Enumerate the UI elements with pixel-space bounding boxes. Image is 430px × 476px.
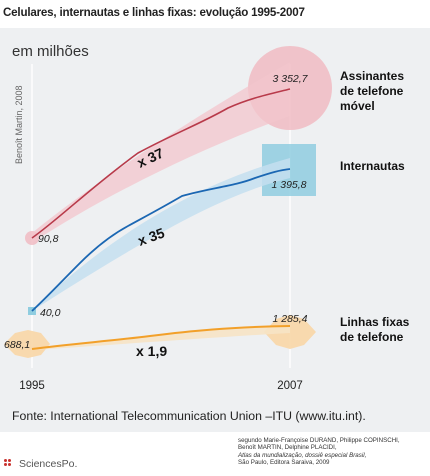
fixed-legend-line-1: Linhas fixas xyxy=(340,315,410,329)
credit-line-2: Benoît MARTIN, Delphine PLACIDI, xyxy=(238,444,337,452)
chart-panel: em milhões Benoît Martin, 2008 90,8 3 35… xyxy=(0,28,430,432)
unit-label: em milhões xyxy=(12,43,89,60)
internet-legend: Internautas xyxy=(340,159,405,173)
logo-text: SciencesPo. xyxy=(19,458,78,470)
mobile-growth-band xyxy=(32,62,290,243)
internet-growth-band xyxy=(32,158,290,311)
mobile-legend-line-2: de telefone xyxy=(340,84,404,98)
chart-title: Celulares, internautas e linhas fixas: e… xyxy=(3,6,305,19)
credit-line-4: São Paulo, Editora Saraiva, 2009 xyxy=(238,459,330,467)
mobile-legend-line-3: móvel xyxy=(340,99,375,113)
vertical-credit: Benoît Martin, 2008 xyxy=(14,85,24,164)
x-tick-2007: 2007 xyxy=(277,380,303,392)
internet-line xyxy=(31,168,291,312)
credit-line-1: segundo Marie-Françoise DURAND, Philippe… xyxy=(238,437,400,444)
fixed-end-label: 1 285,4 xyxy=(272,313,307,325)
credit-line-3: Atlas da mundialização, dossiê especial … xyxy=(238,451,367,459)
mobile-legend: Assinantes de telefone móvel xyxy=(340,69,407,113)
mobile-start-label: 90,8 xyxy=(38,233,59,245)
x-tick-1995: 1995 xyxy=(19,380,45,392)
fixed-legend: Linhas fixas de telefone xyxy=(340,315,413,344)
mobile-line xyxy=(31,88,291,239)
mobile-legend-line-1: Assinantes xyxy=(340,69,404,83)
internet-end-label: 1 395,8 xyxy=(271,179,306,191)
fixed-start-marker xyxy=(4,330,50,358)
fixed-start-label: 688,1 xyxy=(4,339,30,351)
chart-svg: em milhões Benoît Martin, 2008 90,8 3 35… xyxy=(4,43,413,423)
fixed-line xyxy=(31,325,291,350)
mobile-end-label: 3 352,7 xyxy=(272,73,308,85)
sciencespo-logo: SciencesPo. xyxy=(4,456,77,472)
fixed-legend-line-2: de telefone xyxy=(340,330,404,344)
credit-block: segundo Marie-Françoise DURAND, Philippe… xyxy=(238,437,430,467)
logo-dots-icon xyxy=(4,459,14,469)
internet-start-label: 40,0 xyxy=(40,307,61,319)
fixed-growth-band xyxy=(32,325,290,350)
source-text: Fonte: International Telecommunication U… xyxy=(12,409,366,423)
fixed-multiplier: x 1,9 xyxy=(136,343,167,359)
